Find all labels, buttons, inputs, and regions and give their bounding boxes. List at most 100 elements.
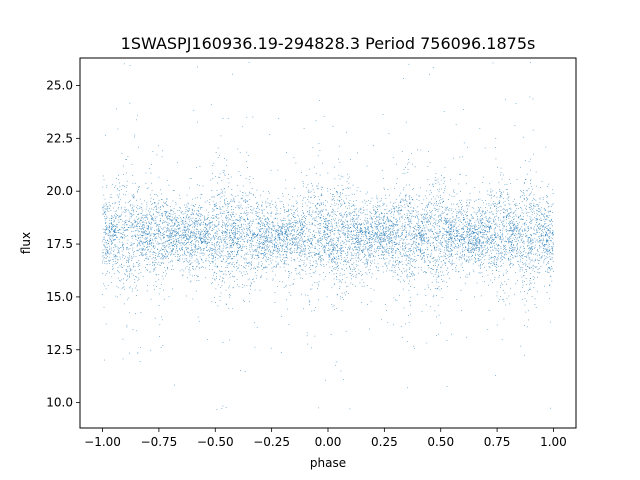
data-point: [349, 187, 351, 189]
data-point: [408, 315, 409, 316]
data-point: [456, 229, 458, 231]
data-point: [433, 241, 434, 243]
data-point: [336, 223, 337, 225]
data-point: [547, 217, 549, 218]
data-point: [135, 221, 137, 223]
data-point: [109, 251, 111, 253]
data-point: [395, 252, 396, 254]
data-point: [231, 205, 233, 207]
data-point: [195, 238, 197, 239]
data-point: [269, 245, 270, 247]
data-point: [190, 213, 192, 215]
data-point: [265, 230, 267, 232]
data-point: [146, 206, 148, 208]
data-point: [141, 235, 143, 237]
data-point: [401, 226, 403, 228]
data-point: [302, 270, 304, 271]
data-point: [349, 249, 350, 250]
data-point: [331, 287, 333, 289]
data-point: [291, 239, 293, 241]
data-point: [384, 263, 386, 265]
data-point: [444, 180, 446, 182]
data-point: [323, 259, 324, 261]
data-point: [530, 205, 532, 207]
data-point: [347, 227, 349, 229]
data-point: [461, 238, 462, 240]
data-point: [371, 246, 372, 247]
data-point: [192, 198, 193, 200]
data-point: [198, 276, 199, 278]
data-point: [541, 226, 543, 228]
data-point: [242, 192, 243, 193]
data-point: [293, 283, 294, 285]
data-point: [289, 220, 291, 222]
data-point: [326, 236, 327, 238]
data-point: [268, 234, 269, 236]
data-point: [321, 258, 323, 259]
data-point: [368, 242, 370, 243]
data-point: [118, 252, 119, 253]
data-point: [323, 249, 325, 251]
data-point: [309, 253, 311, 255]
data-point: [337, 240, 339, 241]
data-point: [118, 252, 120, 254]
data-point: [384, 203, 386, 205]
data-point: [351, 236, 353, 238]
data-point: [390, 231, 392, 232]
data-point: [415, 238, 417, 240]
data-point: [439, 188, 441, 190]
data-point: [403, 225, 405, 227]
data-point: [402, 242, 404, 244]
data-point: [393, 203, 394, 204]
data-point: [514, 228, 516, 230]
data-point: [188, 260, 190, 262]
data-point: [436, 249, 438, 251]
data-point: [380, 226, 381, 228]
data-point: [200, 238, 202, 239]
data-point: [347, 207, 348, 209]
data-point: [542, 232, 544, 234]
data-point: [535, 220, 537, 221]
data-point: [423, 255, 425, 257]
data-point: [202, 242, 203, 244]
data-point: [152, 238, 153, 240]
data-point: [460, 202, 461, 203]
data-point: [470, 224, 472, 226]
data-point: [231, 209, 233, 210]
data-point: [339, 248, 341, 249]
data-point: [197, 220, 199, 221]
data-point: [418, 219, 420, 220]
data-point: [121, 206, 122, 208]
data-point: [305, 216, 307, 217]
data-point: [262, 244, 264, 246]
data-point: [512, 230, 513, 231]
data-point: [341, 244, 342, 246]
data-point: [206, 233, 207, 234]
data-point: [308, 222, 310, 223]
data-point: [150, 201, 151, 202]
data-point: [355, 255, 357, 256]
data-point: [526, 190, 528, 192]
data-point: [164, 203, 166, 204]
data-point: [191, 204, 193, 206]
data-point: [237, 254, 239, 256]
data-point: [251, 258, 253, 259]
data-point: [529, 242, 531, 244]
data-point: [189, 207, 190, 209]
data-point: [421, 241, 423, 242]
data-point: [466, 276, 468, 278]
data-point: [334, 222, 336, 224]
data-point: [498, 201, 500, 203]
data-point: [235, 223, 237, 224]
data-point: [249, 228, 251, 230]
data-point: [488, 249, 489, 250]
data-point: [331, 216, 333, 217]
data-point: [330, 240, 332, 242]
data-point: [489, 220, 491, 222]
data-point: [396, 183, 397, 184]
data-point: [451, 230, 453, 232]
data-point: [159, 231, 160, 232]
data-point: [440, 215, 442, 216]
data-point: [552, 231, 554, 233]
data-point: [529, 237, 530, 238]
